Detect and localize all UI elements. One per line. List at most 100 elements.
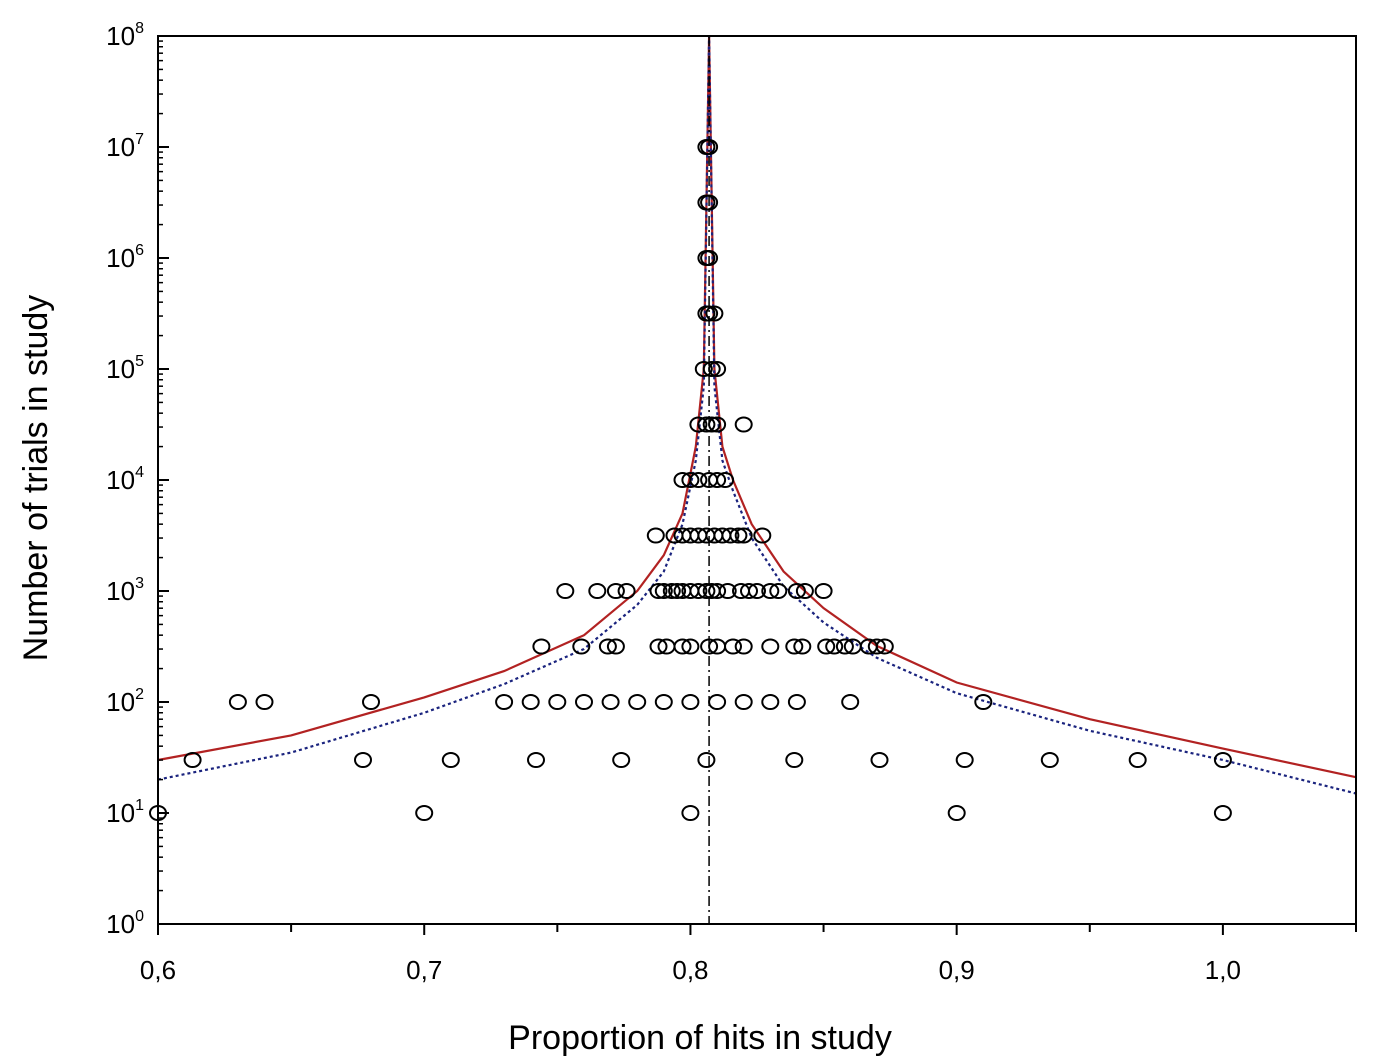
data-point <box>814 583 833 599</box>
data-point <box>793 638 812 655</box>
y-tick-label: 101 <box>106 797 144 828</box>
data-point <box>662 583 681 599</box>
data-point <box>255 694 274 710</box>
data-point <box>606 583 625 599</box>
data-point <box>362 694 380 710</box>
data-point <box>974 694 993 710</box>
data-point <box>785 638 804 655</box>
data-point <box>668 583 687 599</box>
data-point <box>1128 752 1147 768</box>
data-point <box>1040 752 1059 768</box>
data-point <box>702 416 721 433</box>
data-point <box>700 305 719 322</box>
data-point <box>521 694 540 710</box>
x-tick-label: 0,6 <box>140 955 176 985</box>
y-axis-title: Number of trials in study <box>17 295 55 662</box>
data-point <box>753 527 772 544</box>
data-point <box>817 638 836 655</box>
data-point <box>734 416 753 433</box>
data-point <box>761 583 780 599</box>
data-point <box>729 527 748 544</box>
data-point <box>867 638 886 655</box>
data-point <box>654 583 673 599</box>
data-point <box>748 583 766 599</box>
data-point <box>787 694 806 710</box>
data-point <box>681 638 700 655</box>
data-point <box>612 752 631 768</box>
data-point <box>700 139 719 155</box>
data-point <box>734 527 753 544</box>
data-point <box>769 583 788 599</box>
data-point <box>702 361 721 377</box>
data-point <box>1213 805 1232 821</box>
data-point <box>228 694 247 710</box>
y-tick-label: 104 <box>106 464 144 495</box>
data-point <box>697 416 716 433</box>
data-point <box>700 194 719 211</box>
data-point <box>708 472 727 488</box>
y-tick-label: 106 <box>106 242 144 273</box>
data-point <box>785 752 804 768</box>
data-point <box>740 583 758 599</box>
y-tick-label: 103 <box>106 575 144 606</box>
plot-frame <box>157 35 1357 925</box>
solid-curve <box>157 35 1357 779</box>
data-point <box>947 805 966 821</box>
data-point <box>700 250 719 266</box>
data-point <box>708 361 727 377</box>
data-point <box>716 472 735 488</box>
data-point <box>572 638 591 655</box>
y-tick-label: 105 <box>106 353 144 384</box>
data-point <box>689 583 708 599</box>
data-point <box>721 527 740 544</box>
y-tick-label: 102 <box>106 686 144 717</box>
y-axis: 100 101 102 103 104 105 106 107 108 <box>106 20 169 939</box>
data-point <box>681 805 700 821</box>
data-point <box>354 752 372 768</box>
data-point <box>646 527 665 544</box>
data-point <box>673 638 692 655</box>
data-point <box>734 638 753 655</box>
data-point <box>697 752 716 768</box>
data-point <box>694 361 713 377</box>
y-tick-label: 107 <box>106 131 144 162</box>
data-point <box>628 694 647 710</box>
data-point <box>875 638 894 655</box>
data-point <box>532 638 551 655</box>
fit-curves <box>157 35 1357 795</box>
data-point <box>787 583 806 599</box>
data-point <box>697 583 716 599</box>
data-point <box>649 583 668 599</box>
data-point <box>1213 752 1232 768</box>
data-point <box>689 472 708 488</box>
y-tick-label: 108 <box>106 20 144 51</box>
data-point <box>734 694 753 710</box>
y-tick-label: 100 <box>106 908 144 939</box>
data-point <box>495 694 514 710</box>
data-point <box>708 416 727 433</box>
data-point <box>598 638 617 655</box>
data-point <box>556 583 575 599</box>
data-point <box>700 638 719 655</box>
x-tick-label: 0,9 <box>939 955 975 985</box>
data-point <box>681 472 700 488</box>
data-point <box>606 638 625 655</box>
data-point <box>649 638 668 655</box>
data-point <box>689 416 708 433</box>
data-point <box>761 694 780 710</box>
data-point <box>708 694 727 710</box>
dotted-curve <box>157 35 1357 795</box>
data-point <box>955 752 974 768</box>
data-point <box>575 694 593 710</box>
x-tick-label: 1,0 <box>1205 955 1241 985</box>
data-point <box>724 638 742 655</box>
x-tick-label: 0,7 <box>406 955 442 985</box>
data-point <box>617 583 636 599</box>
data-point <box>761 638 780 655</box>
data-point <box>718 583 737 599</box>
data-point <box>870 752 889 768</box>
data-point <box>527 752 545 768</box>
data-point <box>708 583 727 599</box>
data-point <box>588 583 607 599</box>
data-point <box>183 752 202 768</box>
